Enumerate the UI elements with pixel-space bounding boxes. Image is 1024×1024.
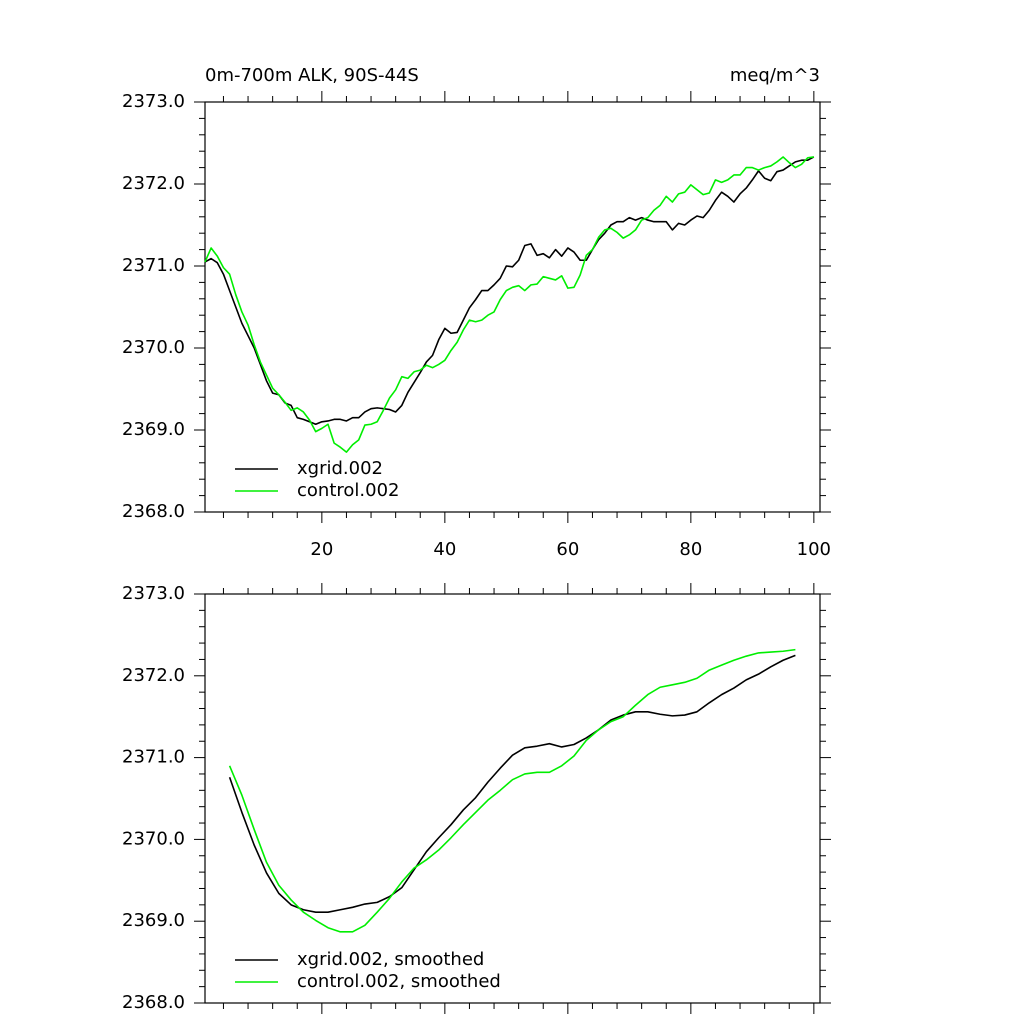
data-line — [228, 648, 796, 933]
y-tick-label: 2372.0 — [122, 173, 185, 194]
plot-frame — [204, 593, 821, 1004]
y-tick-label: 2373.0 — [122, 583, 185, 604]
y-tick-label: 2369.0 — [122, 910, 185, 931]
plot-frame — [204, 101, 821, 513]
data-line — [228, 654, 796, 913]
y-tick-label: 2371.0 — [122, 747, 185, 768]
y-tick-label: 2369.0 — [122, 419, 185, 440]
y-tick-label: 2368.0 — [122, 501, 185, 522]
units-label: meq/m^3 — [730, 65, 820, 86]
legend-label: control.002, smoothed — [297, 971, 501, 992]
data-line — [204, 156, 814, 453]
y-tick-label: 2373.0 — [122, 91, 185, 112]
x-tick-label: 80 — [679, 539, 702, 560]
y-tick-label: 2370.0 — [122, 828, 185, 849]
y-tick-label: 2368.0 — [122, 992, 185, 1013]
y-tick-label: 2370.0 — [122, 337, 185, 358]
y-tick-label: 2371.0 — [122, 255, 185, 276]
data-line — [204, 156, 815, 426]
y-tick-label: 2372.0 — [122, 665, 185, 686]
x-tick-label: 40 — [433, 539, 456, 560]
x-tick-label: 100 — [797, 539, 831, 560]
x-tick-label: 20 — [310, 539, 333, 560]
legend-label: xgrid.002, smoothed — [297, 949, 484, 970]
legend-label: xgrid.002 — [297, 458, 383, 479]
legend-label: control.002 — [297, 480, 399, 501]
x-tick-label: 60 — [556, 539, 579, 560]
chart-title: 0m-700m ALK, 90S-44S — [205, 65, 419, 86]
